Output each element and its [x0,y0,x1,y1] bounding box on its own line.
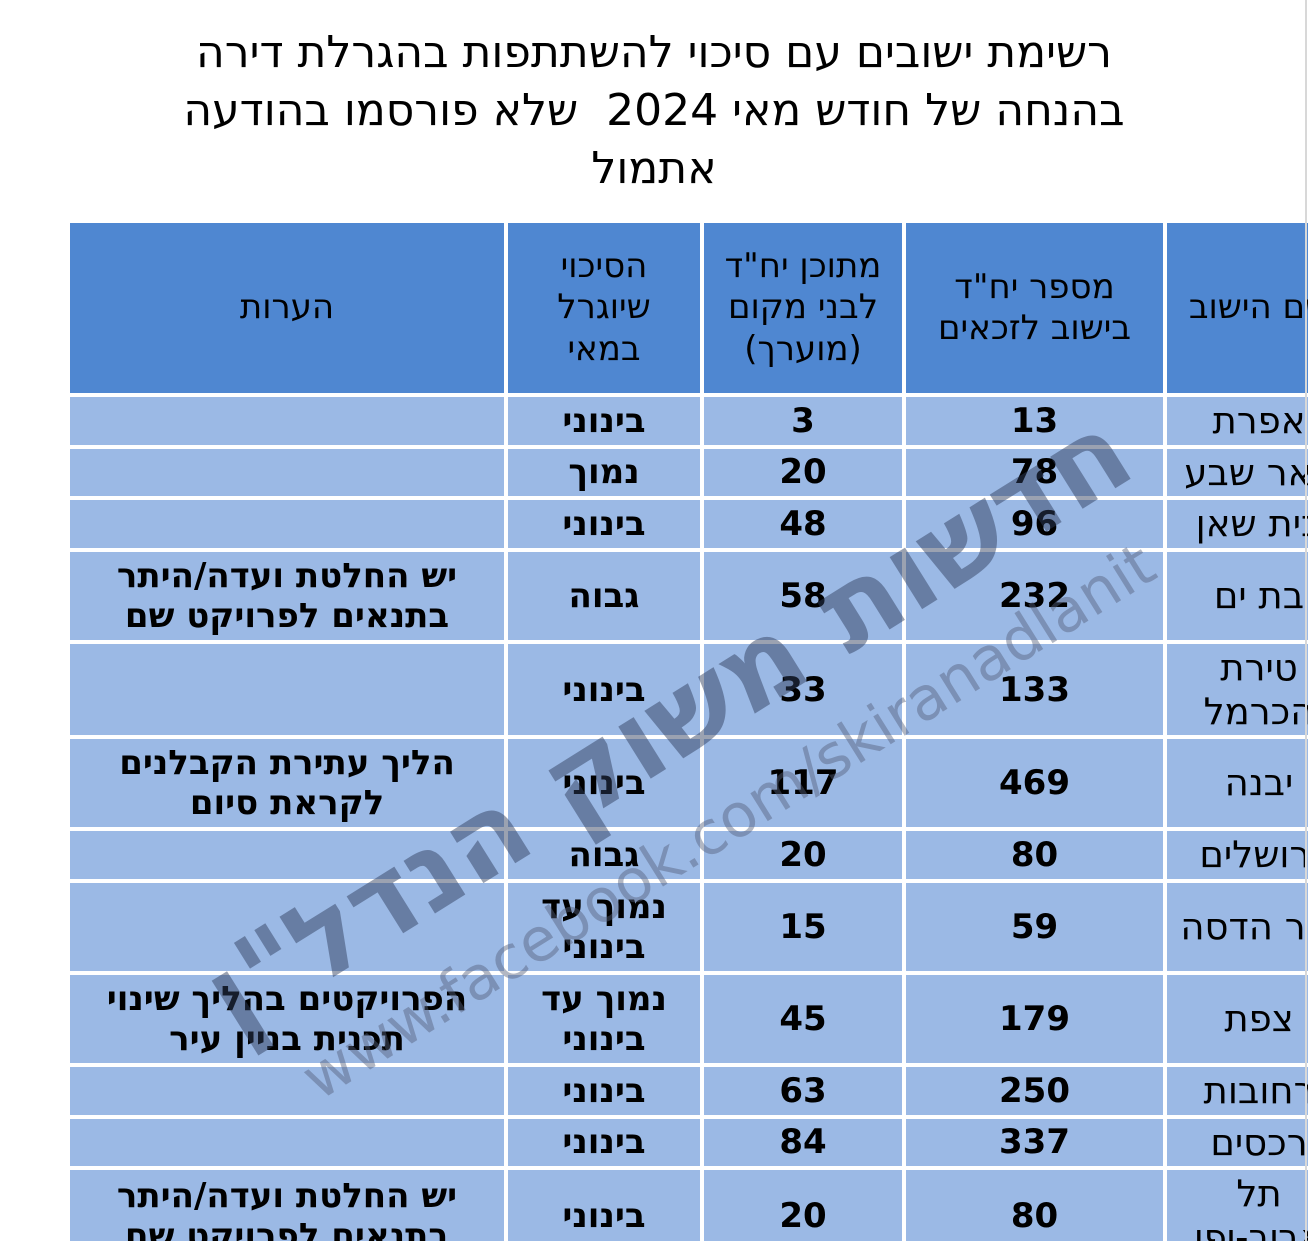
cell-units: 80 [906,1170,1163,1241]
cell-chance: בינוני [508,500,700,548]
cell-name: בית שאן [1167,500,1308,548]
cell-local: 15 [704,882,902,971]
column-header-chance: הסיכוי שיוגרל במאי [508,223,700,393]
cell-units: 469 [906,739,1163,828]
cell-name: רכסים [1167,1118,1308,1167]
cell-notes [70,448,504,497]
cell-name: ירושלים [1167,831,1308,879]
cell-local: 48 [704,500,902,548]
title-line: רשימת ישובים עם סיכוי להשתתפות בהגרלת די… [196,27,1112,78]
cell-name: רחובות [1167,1066,1308,1115]
column-header-name: שם הישוב [1167,223,1308,393]
cell-units: 133 [906,643,1163,736]
cell-chance: בינוני [508,397,700,445]
table-row: רכסים 337 84 בינוני [70,1118,1308,1167]
cell-notes [70,831,504,879]
cell-name: בת ים [1167,551,1308,640]
cell-local: 20 [704,831,902,879]
cell-chance: בינוני [508,643,700,736]
column-header-local: מתוכן יח"ד לבני מקום (מוערך) [704,223,902,393]
cell-name: טירת הכרמל [1167,643,1308,736]
cell-local: 58 [704,551,902,640]
cell-local: 33 [704,643,902,736]
table-row: בת ים 232 58 גבוה יש החלטת ועדה/היתר בתנאים … [70,551,1308,640]
right-edge-line [1305,0,1307,1241]
cell-chance: בינוני [508,1066,700,1115]
cell-notes [70,882,504,971]
cell-chance: נמוך [508,448,700,497]
table-row: רחובות 250 63 בינוני [70,1066,1308,1115]
cell-chance: נמוך עד בינוני [508,882,700,971]
cell-notes [70,643,504,736]
cell-units: 80 [906,831,1163,879]
column-header-notes: הערות [70,223,504,393]
cell-name: אפרת [1167,397,1308,445]
cell-notes: הליך עתירת הקבלנים לקראת סיום [70,739,504,828]
cell-chance: בינוני [508,739,700,828]
cell-notes [70,397,504,445]
table-row: טירת הכרמל 133 33 בינוני [70,643,1308,736]
cell-units: 96 [906,500,1163,548]
cell-chance: גבוה [508,551,700,640]
cell-name: צור הדסה [1167,882,1308,971]
page-title: רשימת ישובים עם סיכוי להשתתפות בהגרלת די… [0,24,1308,198]
cell-units: 78 [906,448,1163,497]
cell-chance: גבוה [508,831,700,879]
cell-name: באר שבע [1167,448,1308,497]
cell-local: 117 [704,739,902,828]
cell-notes [70,1066,504,1115]
cell-chance: בינוני [508,1118,700,1167]
cell-name: צפת [1167,974,1308,1063]
cell-local: 45 [704,974,902,1063]
cell-chance: נמוך עד בינוני [508,974,700,1063]
title-line: בהנחה של חודש מאי 2024 שלא פורסמו בהודעה [183,85,1125,137]
cell-local: 20 [704,448,902,497]
table-row: צפת 179 45 נמוך עד בינוני הפרויקטים בהליך שי… [70,974,1308,1063]
cell-units: 337 [906,1118,1163,1167]
cell-units: 179 [906,974,1163,1063]
title-line: אתמול [591,143,717,195]
cell-local: 3 [704,397,902,445]
cell-name: תל אביב-יפו [1167,1170,1308,1241]
cell-units: 250 [906,1066,1163,1115]
cell-units: 232 [906,551,1163,640]
cell-units: 59 [906,882,1163,971]
cell-local: 63 [704,1066,902,1115]
cell-notes [70,500,504,548]
cell-notes [70,1118,504,1167]
column-header-units: מספר יח"ד בישוב לזכאים [906,223,1163,393]
cell-notes: יש החלטת ועדה/היתר בתנאים לפרויקט שם [70,551,504,640]
table-body: אפרת133בינוניבאר שבע7820נמוךבית שאן9648ב… [70,397,1308,1241]
cell-notes: יש החלטת ועדה/היתר בתנאים לפרויקט שם [70,1170,504,1241]
table-row: אפרת 13 3 בינוני [70,397,1308,445]
cell-local: 20 [704,1170,902,1241]
cell-local: 84 [704,1118,902,1167]
cell-units: 13 [906,397,1163,445]
table-row: ירושלים 80 20 גבוה [70,831,1308,879]
cell-chance: בינוני [508,1170,700,1241]
table-row: יבנה 469 117 בינוני הליך עתירת הקבלנים לקראת… [70,739,1308,828]
cell-name: יבנה [1167,739,1308,828]
cell-notes: הפרויקטים בהליך שינוי תכנית בניין עיר [70,974,504,1063]
